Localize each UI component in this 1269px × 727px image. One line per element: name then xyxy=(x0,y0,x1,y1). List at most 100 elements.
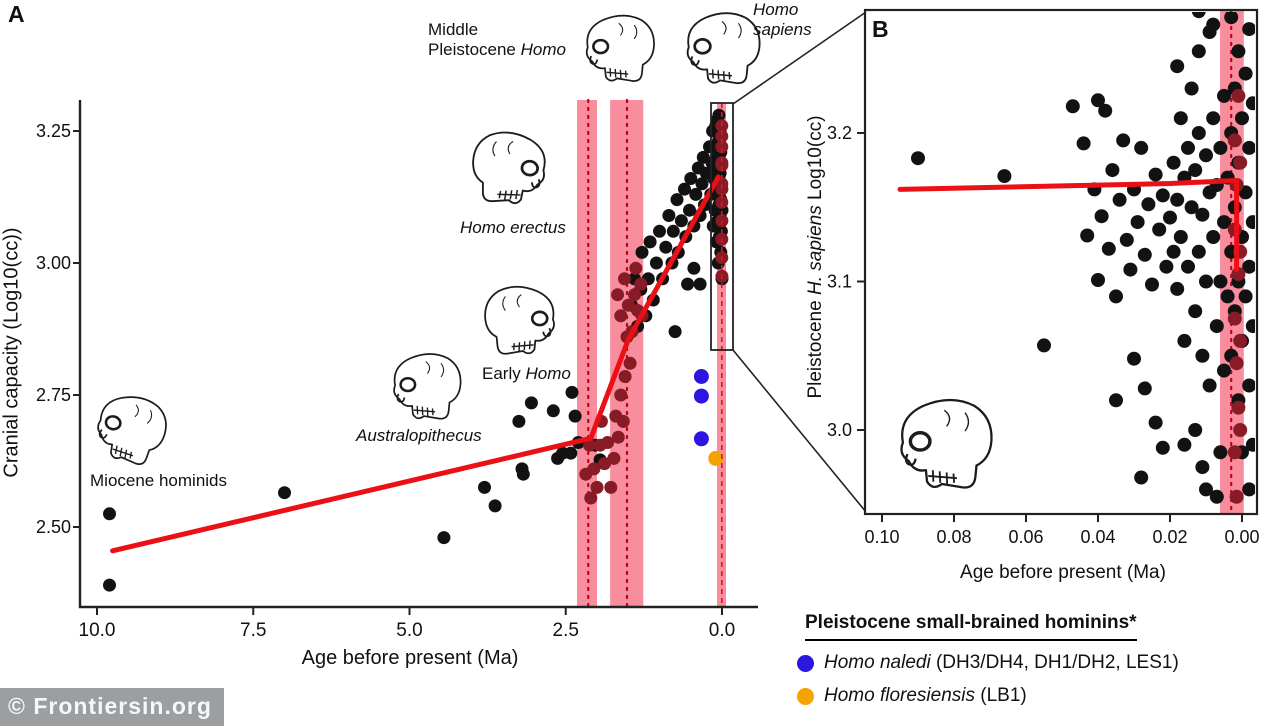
skull-suture xyxy=(721,21,742,39)
skull-eye-socket xyxy=(530,310,549,327)
data-point xyxy=(634,277,648,291)
data-point xyxy=(583,438,596,452)
data-point xyxy=(1191,126,1206,140)
data-point xyxy=(1202,378,1217,393)
legend-item-text: Homo floresiensis (LB1) xyxy=(824,685,1027,707)
skull-eye-socket xyxy=(592,38,610,55)
panel-b-y-axis-title: Pleistocene H. sapiens Log10(cc) xyxy=(805,47,827,467)
data-point xyxy=(1195,207,1210,222)
skull-outline xyxy=(472,131,546,205)
data-point xyxy=(1199,482,1213,497)
data-point xyxy=(1191,244,1206,259)
tick-label: 0.10 xyxy=(864,527,899,547)
data-point xyxy=(1217,363,1231,378)
data-point xyxy=(635,245,649,259)
trend-clip-group xyxy=(897,178,1240,273)
series-holocene-interval-fossils xyxy=(1227,88,1248,504)
panel-b-border xyxy=(863,8,1259,516)
data-point xyxy=(618,272,631,286)
skull-suture xyxy=(425,361,445,378)
trend-line xyxy=(110,174,721,554)
panel-b-letter: B xyxy=(872,16,889,42)
data-point xyxy=(1134,470,1149,485)
legend: Pleistocene small-brained hominins* Homo… xyxy=(797,612,1267,707)
panel-a-y-axis-title: Cranial capacity (Log10(cc)) xyxy=(0,227,23,478)
data-point xyxy=(546,404,560,418)
data-point xyxy=(1206,111,1221,126)
data-point xyxy=(607,451,621,465)
data-point xyxy=(1037,338,1051,353)
data-point xyxy=(478,480,491,494)
tick-label: 3.0 xyxy=(827,420,852,440)
data-point xyxy=(1199,274,1213,289)
miocene-hominids-label: Miocene hominids xyxy=(90,471,228,490)
panel-b-y-title-part: Pleistocene xyxy=(805,295,826,399)
data-point xyxy=(1217,88,1231,103)
skull-nasal xyxy=(396,393,406,403)
skull-nasal xyxy=(98,429,108,439)
early-homo-label-plain: Early xyxy=(482,364,526,383)
data-point xyxy=(1155,440,1170,455)
data-point xyxy=(611,430,625,444)
data-point xyxy=(1242,259,1255,274)
legend-item-homo-floresiensis: Homo floresiensis (LB1) xyxy=(797,685,1267,707)
data-point xyxy=(649,256,663,270)
data-point xyxy=(616,414,630,428)
tick-label: 0.0 xyxy=(709,620,735,641)
data-point xyxy=(568,409,582,423)
data-point xyxy=(1112,192,1127,207)
data-point xyxy=(997,169,1012,184)
skull-early-homo-icon xyxy=(484,285,555,355)
data-point xyxy=(1217,215,1231,230)
floresiensis-name: Homo floresiensis xyxy=(824,685,975,706)
data-point xyxy=(911,151,925,166)
tick-label: 10.0 xyxy=(79,620,116,641)
data-point xyxy=(689,187,703,201)
data-point xyxy=(1127,351,1141,366)
data-point xyxy=(564,446,578,460)
data-point xyxy=(1159,259,1174,274)
data-point xyxy=(1173,230,1188,244)
skull-suture xyxy=(134,404,153,424)
early-homo-label: Early Homo xyxy=(482,364,571,384)
data-point xyxy=(712,108,726,122)
naledi-name: Homo naledi xyxy=(824,652,931,673)
middle-pleistocene-line2: Pleistocene Homo xyxy=(428,40,566,60)
floresiensis-specimen: (LB1) xyxy=(975,685,1027,706)
data-point xyxy=(587,462,601,476)
series-homo-naledi-dh3-dh4-dh1-dh2-les1- xyxy=(693,369,709,447)
naledi-dot-icon xyxy=(797,654,814,672)
data-point xyxy=(278,486,291,500)
skull-nasal xyxy=(589,55,599,65)
data-point xyxy=(1109,393,1123,408)
data-point xyxy=(1245,319,1255,334)
data-point xyxy=(708,450,724,466)
data-point xyxy=(1177,437,1192,452)
skull-teeth xyxy=(112,445,134,459)
data-point xyxy=(1181,259,1195,274)
data-point xyxy=(1137,381,1152,396)
data-point xyxy=(1065,99,1080,114)
data-point xyxy=(623,356,637,370)
panel-b-y-title-species: H. sapiens xyxy=(805,205,826,296)
data-point xyxy=(1173,111,1188,126)
early-homo-label-genus: Homo xyxy=(525,364,571,383)
skull-middle-pleistocene-homo-icon xyxy=(585,14,655,82)
data-point xyxy=(1170,281,1185,296)
data-point xyxy=(695,177,709,191)
data-point xyxy=(659,240,673,254)
data-point xyxy=(512,414,526,428)
skull-teeth xyxy=(511,340,534,352)
skull-teeth xyxy=(497,189,521,200)
data-point xyxy=(1109,289,1123,304)
data-point xyxy=(1206,230,1221,244)
data-point xyxy=(1145,277,1159,292)
data-point xyxy=(629,261,643,275)
panel-b-y-title-part: Log10(cc) xyxy=(805,115,826,206)
skull-eye-socket xyxy=(908,431,932,452)
data-point xyxy=(1188,163,1203,178)
data-point xyxy=(666,224,680,238)
data-point xyxy=(1238,66,1253,81)
